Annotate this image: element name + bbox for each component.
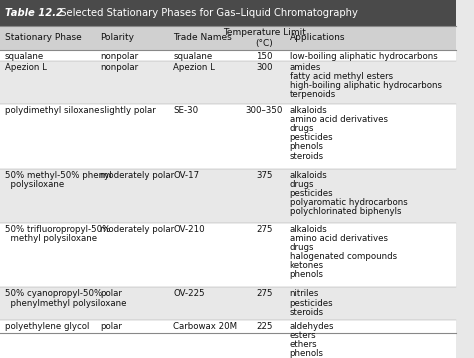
Text: squalane: squalane xyxy=(173,52,212,61)
FancyBboxPatch shape xyxy=(0,50,456,61)
Text: phenols: phenols xyxy=(290,270,324,279)
Text: OV-17: OV-17 xyxy=(173,171,200,180)
Text: high-boiling aliphatic hydrocarbons: high-boiling aliphatic hydrocarbons xyxy=(290,81,442,90)
Text: aldehydes: aldehydes xyxy=(290,322,334,331)
FancyBboxPatch shape xyxy=(0,169,456,223)
Text: Table 12.2: Table 12.2 xyxy=(6,8,64,18)
Text: 150: 150 xyxy=(256,52,273,61)
FancyBboxPatch shape xyxy=(0,26,456,50)
Text: pesticides: pesticides xyxy=(290,133,333,142)
Text: moderately polar: moderately polar xyxy=(100,225,174,234)
Text: 300: 300 xyxy=(256,63,273,72)
Text: 275: 275 xyxy=(256,290,273,299)
Text: drugs: drugs xyxy=(290,243,314,252)
Text: squalane: squalane xyxy=(5,52,44,61)
Text: nitriles: nitriles xyxy=(290,290,319,299)
Text: Trade Names: Trade Names xyxy=(173,34,232,43)
Text: polydimethyl siloxane: polydimethyl siloxane xyxy=(5,106,99,115)
Text: ethers: ethers xyxy=(290,340,317,349)
Text: pesticides: pesticides xyxy=(290,189,333,198)
Text: halogenated compounds: halogenated compounds xyxy=(290,252,397,261)
FancyBboxPatch shape xyxy=(0,104,456,169)
Text: phenols: phenols xyxy=(290,349,324,358)
Text: 50% methyl-50% phenyl: 50% methyl-50% phenyl xyxy=(5,171,111,180)
Text: terpenoids: terpenoids xyxy=(290,90,336,99)
Text: alkaloids: alkaloids xyxy=(290,171,328,180)
Text: OV-210: OV-210 xyxy=(173,225,205,234)
FancyBboxPatch shape xyxy=(0,223,456,287)
Text: SE-30: SE-30 xyxy=(173,106,199,115)
FancyBboxPatch shape xyxy=(0,287,456,320)
Text: amino acid derivatives: amino acid derivatives xyxy=(290,234,388,243)
Text: Carbowax 20M: Carbowax 20M xyxy=(173,322,237,331)
Text: 375: 375 xyxy=(256,171,273,180)
Text: polychlorinated biphenyls: polychlorinated biphenyls xyxy=(290,207,401,216)
Text: 225: 225 xyxy=(256,322,273,331)
Text: drugs: drugs xyxy=(290,124,314,133)
FancyBboxPatch shape xyxy=(0,0,456,26)
FancyBboxPatch shape xyxy=(0,61,456,104)
FancyBboxPatch shape xyxy=(0,320,456,358)
Text: nonpolar: nonpolar xyxy=(100,52,138,61)
Text: polar: polar xyxy=(100,322,122,331)
Text: moderately polar: moderately polar xyxy=(100,171,174,180)
Text: steroids: steroids xyxy=(290,152,324,161)
Text: fatty acid methyl esters: fatty acid methyl esters xyxy=(290,72,393,81)
Text: Stationary Phase: Stationary Phase xyxy=(5,34,82,43)
Text: slightly polar: slightly polar xyxy=(100,106,156,115)
Text: polyethylene glycol: polyethylene glycol xyxy=(5,322,89,331)
Text: polar: polar xyxy=(100,290,122,299)
Text: alkaloids: alkaloids xyxy=(290,106,328,115)
Text: Apezion L: Apezion L xyxy=(5,63,46,72)
Text: OV-225: OV-225 xyxy=(173,290,205,299)
Text: drugs: drugs xyxy=(290,180,314,189)
Text: alkaloids: alkaloids xyxy=(290,225,328,234)
Text: 275: 275 xyxy=(256,225,273,234)
Text: Apezion L: Apezion L xyxy=(173,63,215,72)
Text: phenols: phenols xyxy=(290,142,324,151)
Text: Temperature Limit
(°C): Temperature Limit (°C) xyxy=(223,28,306,48)
Text: amino acid derivatives: amino acid derivatives xyxy=(290,115,388,124)
Text: low-boiling aliphatic hydrocarbons: low-boiling aliphatic hydrocarbons xyxy=(290,52,438,61)
Text: polysiloxane: polysiloxane xyxy=(5,180,64,189)
Text: ketones: ketones xyxy=(290,261,324,270)
Text: Polarity: Polarity xyxy=(100,34,134,43)
Text: methyl polysiloxane: methyl polysiloxane xyxy=(5,234,97,243)
Text: pesticides: pesticides xyxy=(290,299,333,308)
Text: nonpolar: nonpolar xyxy=(100,63,138,72)
Text: 50% trifluoropropyl-50%: 50% trifluoropropyl-50% xyxy=(5,225,110,234)
Text: 50% cyanopropyl-50%: 50% cyanopropyl-50% xyxy=(5,290,102,299)
Text: esters: esters xyxy=(290,331,316,340)
Text: Applications: Applications xyxy=(290,34,345,43)
Text: 300–350: 300–350 xyxy=(246,106,283,115)
Text: polyaromatic hydrocarbons: polyaromatic hydrocarbons xyxy=(290,198,407,207)
Text: steroids: steroids xyxy=(290,308,324,317)
Text: Selected Stationary Phases for Gas–Liquid Chromatography: Selected Stationary Phases for Gas–Liqui… xyxy=(54,8,358,18)
Text: amides: amides xyxy=(290,63,321,72)
Text: phenylmethyl polysiloxane: phenylmethyl polysiloxane xyxy=(5,299,126,308)
